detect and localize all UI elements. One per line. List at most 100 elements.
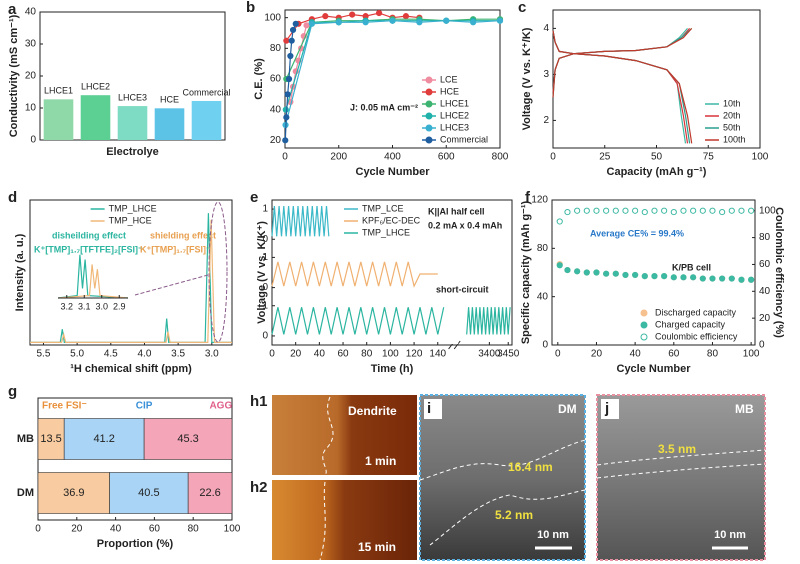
annotation: Average CE% = 99.4% (590, 228, 684, 238)
panel-h1: h1 Dendrite 1 min (250, 393, 417, 476)
panel-label: g (8, 383, 17, 400)
legend-label: TMP_LHCE (109, 203, 157, 213)
callout (208, 201, 228, 343)
y-tick-label: DM (17, 487, 34, 499)
point (349, 11, 356, 18)
y2-axis-title: Coulombic efficiency (%) (773, 207, 785, 338)
panel-j: j MB 3.5 nm 10 nm (596, 394, 766, 561)
bar-label: LHCE3 (118, 92, 147, 102)
y-tick-label: 20 (25, 71, 37, 82)
bar-segment (143, 418, 233, 460)
point (593, 269, 600, 276)
y2-tick-label: 40 (759, 286, 771, 297)
x-tick-label: 60 (668, 349, 680, 360)
boundary (596, 463, 766, 479)
point (583, 269, 590, 276)
micrograph (272, 395, 417, 475)
y2-tick-label: 80 (759, 232, 771, 243)
bar-label: LHCE2 (81, 82, 110, 92)
image-label: 15 min (358, 540, 396, 554)
legend-label: KPF₆/EC-DEC (362, 215, 421, 225)
micrograph (272, 480, 417, 560)
annotation: K/PB cell (672, 262, 711, 272)
x-tick-label: 0 (555, 349, 561, 360)
point (288, 37, 295, 44)
image-label: 10 nm (714, 529, 746, 541)
y-tick-label: 40 (537, 291, 549, 302)
image-label: Dendrite (348, 404, 397, 418)
y-axis-title: C.E. (%) (253, 58, 265, 100)
bar (80, 95, 111, 140)
point (728, 207, 735, 214)
point (416, 19, 423, 26)
y-tick-label: 80 (537, 243, 549, 254)
series-line (552, 27, 693, 144)
panel-label: i (427, 400, 431, 417)
point (282, 137, 289, 144)
x-tick-label: 5.0 (70, 349, 84, 360)
legend-label: TMP_LCE (362, 203, 404, 213)
x-tick-label: 80 (707, 349, 719, 360)
point (641, 273, 648, 280)
panel-label: f (525, 189, 531, 206)
annotation: K||Al half cell (428, 206, 485, 216)
point (661, 273, 668, 280)
y-tick-label: 3 (543, 69, 549, 80)
y-tick-label: 1 (262, 252, 268, 263)
legend-label: CIP (136, 401, 153, 412)
x-tick-label: 40 (314, 349, 326, 360)
point (680, 207, 687, 214)
axis-gap (450, 201, 459, 344)
legend-label: Discharged capacity (655, 307, 737, 317)
y-axis-title: Voltage (V vs. K/K⁺) (256, 221, 268, 324)
y-tick-label: 0 (542, 340, 548, 351)
legend-label: LHCE2 (440, 110, 469, 120)
y-tick-label: 100 (264, 12, 281, 23)
x-tick-label: 100 (743, 349, 760, 360)
y-tick-label: 60 (270, 74, 282, 85)
legend-label: HCE (440, 86, 459, 96)
point (574, 268, 581, 275)
callout-arrow (134, 274, 209, 296)
legend-label: 100th (723, 134, 746, 144)
point (612, 207, 619, 214)
value-label: 40.5 (138, 487, 159, 499)
x-tick-label: 80 (361, 349, 373, 360)
x-axis-title: Time (h) (371, 363, 414, 375)
bar (154, 108, 185, 140)
point (748, 207, 755, 214)
x-tick-label: 3400 (478, 349, 501, 360)
series-line (271, 261, 438, 288)
point (375, 9, 383, 17)
micrograph (596, 394, 766, 561)
point (699, 207, 706, 214)
bar-segment (63, 418, 145, 460)
x-tick-label: 20 (71, 524, 83, 535)
x-axis-title: ¹H chemical shift (ppm) (70, 363, 192, 375)
series-line (271, 307, 511, 335)
x-tick-label: 60 (337, 349, 349, 360)
image-label: MB (735, 402, 754, 416)
x-tick-label: 20 (290, 349, 302, 360)
bar (43, 99, 74, 140)
x-tick-label: 5.5 (37, 349, 51, 360)
panel-label: c (518, 0, 526, 16)
y-tick-label: 120 (531, 195, 548, 206)
legend-label: 10th (723, 98, 741, 108)
micrograph (419, 394, 586, 561)
label-box (601, 399, 619, 419)
point (335, 19, 342, 26)
image-label: 3.5 nm (658, 442, 696, 456)
point (283, 37, 290, 44)
point (709, 207, 716, 214)
x-axis-title: Capacity (mAh g⁻¹) (607, 166, 707, 178)
x-tick-label: 4.5 (104, 349, 118, 360)
legend-label: Coulombic efficiency (655, 331, 738, 341)
plot-frame (271, 199, 513, 346)
y-axis-title: Specific capacity (mAh g⁻¹) (520, 200, 532, 344)
x-tick-label: 80 (188, 524, 200, 535)
x-tick-label: 3450 (497, 349, 520, 360)
x-tick-label: 40 (630, 349, 642, 360)
legend-marker (640, 321, 648, 329)
